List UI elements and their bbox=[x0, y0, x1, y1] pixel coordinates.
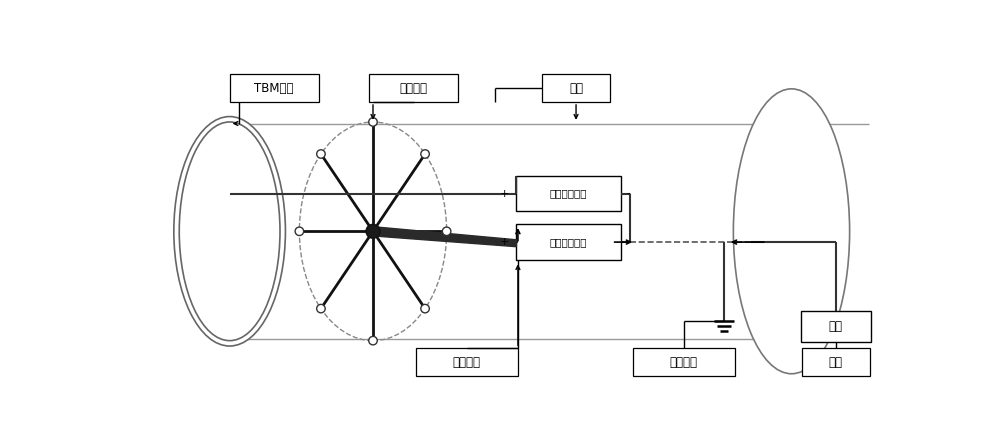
Text: 电压测量电路: 电压测量电路 bbox=[550, 189, 587, 199]
Bar bbox=[633, 348, 735, 376]
Ellipse shape bbox=[733, 89, 850, 374]
Text: 多芯线缆: 多芯线缆 bbox=[453, 356, 481, 368]
Text: 延长线缆: 延长线缆 bbox=[670, 356, 698, 368]
Circle shape bbox=[295, 227, 304, 236]
Ellipse shape bbox=[179, 122, 280, 341]
Bar bbox=[516, 225, 621, 260]
Text: 隧道: 隧道 bbox=[569, 82, 583, 95]
Polygon shape bbox=[373, 227, 516, 247]
Bar bbox=[802, 348, 870, 376]
Circle shape bbox=[317, 150, 325, 158]
Bar bbox=[516, 176, 621, 211]
Text: TBM护盾: TBM护盾 bbox=[254, 82, 294, 95]
Circle shape bbox=[442, 227, 451, 236]
Bar bbox=[542, 74, 610, 102]
Text: +: + bbox=[500, 237, 509, 247]
Text: 锚杆: 锚杆 bbox=[829, 356, 843, 368]
Text: +: + bbox=[500, 189, 509, 199]
Circle shape bbox=[317, 305, 325, 313]
Text: 恒流驱动电路: 恒流驱动电路 bbox=[550, 237, 587, 247]
Text: -: - bbox=[626, 189, 630, 199]
Bar bbox=[369, 74, 458, 102]
Text: -: - bbox=[626, 237, 630, 247]
Bar bbox=[230, 74, 319, 102]
Circle shape bbox=[421, 305, 429, 313]
Bar bbox=[801, 311, 871, 342]
Ellipse shape bbox=[174, 117, 285, 346]
Text: 周向电极: 周向电极 bbox=[400, 82, 428, 95]
Circle shape bbox=[366, 225, 380, 238]
Circle shape bbox=[369, 118, 377, 126]
Text: 锚杆: 锚杆 bbox=[829, 320, 843, 333]
Bar bbox=[416, 348, 518, 376]
Circle shape bbox=[421, 150, 429, 158]
Circle shape bbox=[369, 337, 377, 345]
